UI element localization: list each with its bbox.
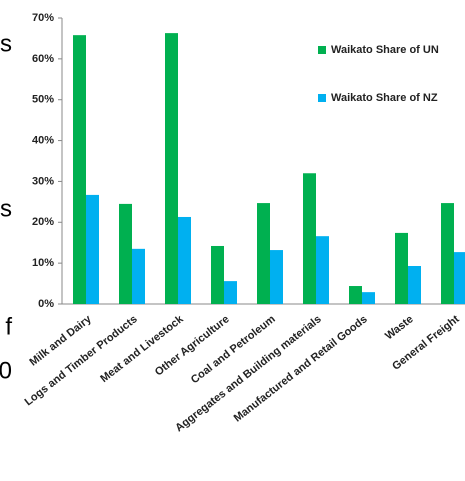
y-tick-label: 70%: [32, 12, 54, 24]
bar: [211, 245, 224, 304]
text-fragment: s: [0, 30, 12, 57]
bar: [441, 203, 454, 304]
bar: [270, 250, 283, 304]
x-tick-label: Meat and Livestock: [98, 313, 186, 385]
x-tick-label: Coal and Petroleum: [189, 313, 278, 386]
y-tick-label: 10%: [32, 257, 54, 269]
bar: [303, 173, 316, 304]
bar: [224, 281, 237, 304]
bar: [362, 292, 375, 304]
y-tick-label: 20%: [32, 216, 54, 228]
bar: [73, 35, 86, 304]
bar: [395, 232, 408, 304]
bar: [119, 203, 132, 304]
bar: [178, 216, 191, 304]
y-tick-label: 50%: [32, 94, 54, 106]
text-fragment: 0: [0, 357, 12, 384]
y-tick-label: 0%: [38, 298, 54, 310]
bar: [408, 266, 421, 304]
legend-label: Waikato Share of NZ: [331, 92, 438, 104]
text-fragment: s: [0, 195, 12, 222]
x-tick-label: Waste: [383, 313, 416, 342]
bar: [454, 252, 465, 304]
y-tick-label: 60%: [32, 53, 54, 65]
legend-label: Waikato Share of UN: [331, 44, 439, 56]
legend-swatch: [318, 94, 326, 102]
bar: [316, 236, 329, 304]
bar: [86, 194, 99, 304]
bar: [132, 248, 145, 304]
bar: [165, 33, 178, 305]
legend-swatch: [318, 46, 326, 54]
bar: [257, 203, 270, 304]
bar: [349, 286, 362, 304]
text-fragment: f: [5, 313, 12, 340]
y-tick-label: 30%: [32, 175, 54, 187]
y-tick-label: 40%: [32, 134, 54, 146]
